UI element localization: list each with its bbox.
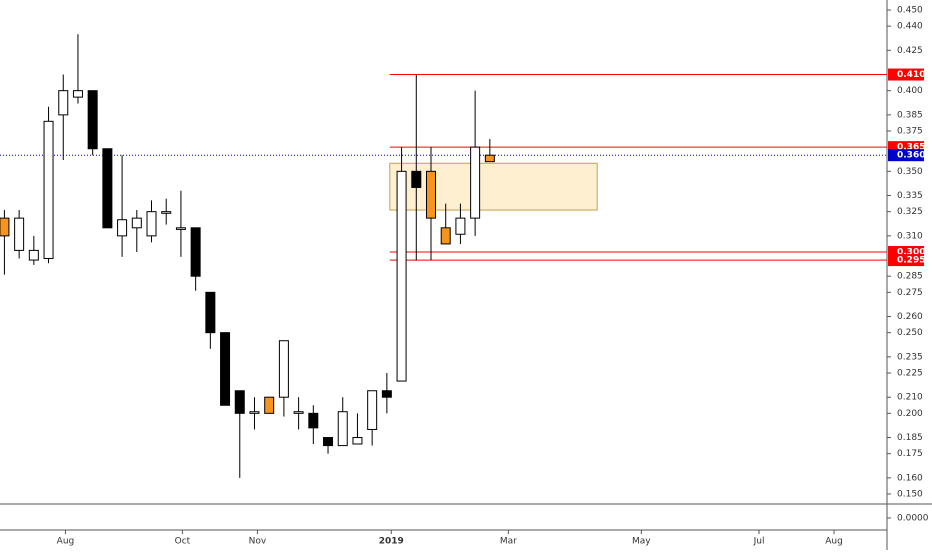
candle-body	[455, 217, 466, 235]
level-label: 0.300	[897, 248, 925, 258]
candle-body	[396, 170, 407, 382]
candle-body	[249, 411, 260, 414]
candle-body	[440, 227, 451, 245]
candle-body	[411, 170, 422, 188]
candle-body	[87, 90, 98, 150]
candle-body	[0, 217, 10, 237]
y-tick-label: 0.150	[897, 490, 923, 500]
y-tick-label: 0.235	[897, 352, 923, 362]
candle-body	[264, 396, 275, 414]
candle-body	[58, 90, 69, 116]
y-tick-label: 0.275	[897, 288, 923, 298]
candle-body	[14, 217, 25, 251]
zone	[389, 162, 598, 211]
candle-body	[220, 332, 231, 406]
candle-body	[234, 390, 245, 414]
y-tick-label: 0.210	[897, 393, 923, 403]
y-tick-label: 0.335	[897, 191, 923, 201]
level-label-bg	[888, 68, 924, 81]
x-tick-label: Mar	[500, 537, 517, 547]
level-label: 0.365	[897, 143, 925, 153]
candle-body	[425, 170, 436, 219]
y-tick-label: 0.310	[897, 231, 923, 241]
candle-body	[43, 120, 54, 259]
candle-body	[117, 219, 128, 237]
y-tick-label: 0.375	[897, 127, 923, 137]
candle-body	[278, 340, 289, 398]
x-tick-label: May	[632, 537, 651, 547]
candle-body	[352, 437, 363, 445]
y-tick-label: 0.185	[897, 433, 923, 443]
level-label-bg	[888, 149, 924, 162]
candle-body	[146, 211, 157, 237]
level-label: 0.410	[897, 70, 925, 80]
x-tick-label: Aug	[57, 537, 75, 547]
candle-body	[205, 291, 216, 334]
y-tick-label: 0.285	[897, 272, 923, 282]
y-tick-label: 0.385	[897, 110, 923, 120]
pane2-tick-label: 0.0000	[897, 514, 929, 524]
y-tick-label: 0.325	[897, 207, 923, 217]
candle-body	[367, 390, 378, 430]
x-tick-label: Aug	[825, 537, 843, 547]
y-tick-label: 0.225	[897, 369, 923, 379]
y-tick-label: 0.250	[897, 328, 923, 338]
x-tick-label: Oct	[175, 537, 191, 547]
y-tick-label: 0.200	[897, 409, 923, 419]
level-label: 0.295	[897, 256, 925, 266]
y-tick-label: 0.440	[897, 22, 923, 32]
y-tick-label: 0.350	[897, 167, 923, 177]
candle-body	[28, 249, 39, 261]
y-tick-label: 0.450	[897, 6, 923, 16]
candle-body	[308, 412, 319, 429]
candle-body	[161, 211, 172, 214]
candle-body	[381, 390, 392, 398]
x-tick-label: 2019	[379, 537, 404, 547]
y-tick-label: 0.425	[897, 46, 923, 56]
candle-body	[470, 146, 481, 219]
candle-body	[337, 411, 348, 447]
candle-body	[190, 227, 201, 277]
candle-body	[484, 154, 495, 163]
level-label-bg	[888, 254, 924, 267]
level-label: 0.360	[897, 151, 925, 161]
x-tick-label: Nov	[249, 537, 267, 547]
candle-body	[102, 148, 113, 229]
candle-body	[323, 437, 334, 447]
candle-body	[72, 90, 83, 98]
candle-body	[175, 227, 186, 230]
y-tick-label: 0.260	[897, 312, 923, 322]
y-tick-label: 0.160	[897, 473, 923, 483]
candle-body	[293, 411, 304, 414]
y-tick-label: 0.175	[897, 449, 923, 459]
x-tick-label: Jul	[753, 537, 765, 547]
y-tick-label: 0.400	[897, 86, 923, 96]
candle-body	[131, 217, 142, 229]
